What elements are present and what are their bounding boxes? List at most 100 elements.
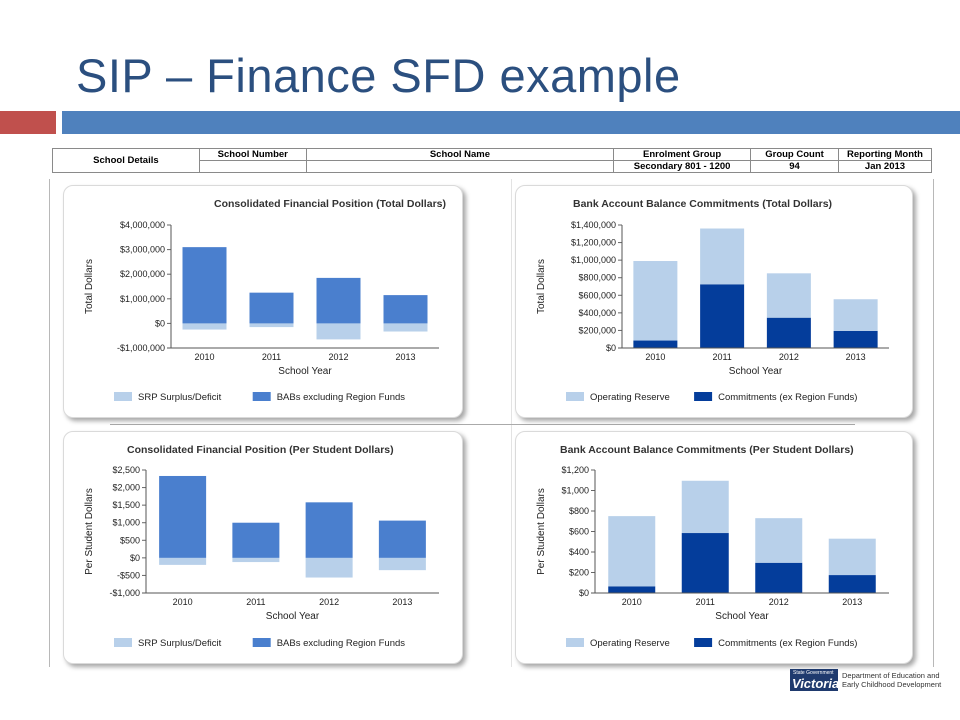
- legend-swatch-commitments-ex-region-funds: [694, 392, 713, 401]
- header-reporting-month: Reporting Month: [838, 148, 932, 161]
- header-school-name: School Name: [305, 148, 615, 161]
- panel-separator: [511, 179, 512, 667]
- y-axis-label: Per Student Dollars: [536, 488, 547, 575]
- bar-commitments-ex-region-funds-2011: [681, 533, 729, 593]
- bar-babs-excluding-region-funds-2012: [305, 502, 353, 558]
- y-axis-label: Total Dollars: [84, 259, 95, 314]
- chart-title: Consolidated Financial Position (Total D…: [214, 198, 446, 210]
- accent-bar-blue: [62, 111, 960, 134]
- chart-panel-per-student-position: Consolidated Financial Position (Per Stu…: [63, 431, 463, 664]
- value-enrolment-group: Secondary 801 - 1200: [613, 160, 752, 173]
- x-tick-label: 2012: [319, 597, 339, 607]
- bar-operating-reserve-2013: [828, 538, 876, 576]
- report-frame: [49, 179, 934, 667]
- legend-swatch-srp-surplus-deficit: [114, 638, 132, 647]
- bar-commitments-ex-region-funds-2011: [700, 284, 745, 348]
- chart-svg: Consolidated Financial Position (Per Stu…: [84, 444, 439, 649]
- details-header-row: School Details School Number School Name…: [52, 148, 932, 173]
- chart-svg: Bank Account Balance Commitments (Per St…: [536, 444, 889, 649]
- department-line-1: Department of Education and: [842, 671, 940, 680]
- bar-babs-excluding-region-funds-2013: [378, 520, 426, 558]
- logo-small-text: State Government: [793, 670, 834, 676]
- y-tick-label: $800,000: [578, 273, 616, 283]
- x-tick-label: 2010: [194, 352, 214, 362]
- legend-swatch-babs-excluding-region-funds: [252, 392, 271, 401]
- x-tick-label: 2013: [392, 597, 412, 607]
- header-enrolment-group: Enrolment Group: [613, 148, 752, 161]
- y-tick-label: $0: [606, 343, 616, 353]
- legend-label-srp-surplus-deficit: SRP Surplus/Deficit: [138, 392, 222, 403]
- bar-srp-surplus-deficit-2010: [182, 323, 227, 330]
- bar-commitments-ex-region-funds-2013: [833, 330, 878, 348]
- chart-title: Bank Account Balance Commitments (Per St…: [560, 444, 854, 456]
- y-tick-label: $1,200: [561, 465, 589, 475]
- y-tick-label: -$500: [117, 570, 140, 580]
- bar-commitments-ex-region-funds-2012: [766, 317, 811, 348]
- bar-srp-surplus-deficit-2012: [316, 323, 361, 340]
- legend-label-operating-reserve: Operating Reserve: [590, 392, 670, 403]
- y-tick-label: $1,500: [112, 500, 140, 510]
- bar-babs-excluding-region-funds-2011: [232, 522, 280, 558]
- value-school-number: [198, 160, 307, 173]
- y-tick-label: $600,000: [578, 290, 616, 300]
- chart-title: Bank Account Balance Commitments (Total …: [573, 198, 832, 210]
- bar-babs-excluding-region-funds-2010: [159, 475, 207, 558]
- bar-commitments-ex-region-funds-2012: [755, 562, 803, 593]
- y-tick-label: $400,000: [578, 308, 616, 318]
- y-tick-label: $2,000: [112, 483, 140, 493]
- legend-label-srp-surplus-deficit: SRP Surplus/Deficit: [138, 638, 222, 649]
- y-tick-label: $2,500: [112, 465, 140, 475]
- legend-swatch-babs-excluding-region-funds: [252, 638, 271, 647]
- x-tick-label: 2012: [779, 352, 799, 362]
- x-axis-label: School Year: [729, 366, 783, 377]
- bar-commitments-ex-region-funds-2013: [828, 575, 876, 593]
- details-value-row: Secondary 801 - 1200 94 Jan 2013: [53, 160, 932, 173]
- y-tick-label: $0: [130, 553, 140, 563]
- legend-label-operating-reserve: Operating Reserve: [590, 638, 670, 649]
- bar-babs-excluding-region-funds-2012: [316, 277, 361, 324]
- y-tick-label: $1,400,000: [571, 220, 616, 230]
- y-tick-label: $2,000,000: [120, 269, 165, 279]
- legend-label-babs-excluding-region-funds: BABs excluding Region Funds: [277, 392, 406, 403]
- bar-srp-surplus-deficit-2010: [159, 557, 207, 565]
- x-axis-label: School Year: [278, 366, 332, 377]
- x-tick-label: 2010: [622, 597, 642, 607]
- y-tick-label: $400: [569, 547, 589, 557]
- y-tick-label: $1,000,000: [120, 294, 165, 304]
- bar-srp-surplus-deficit-2011: [232, 557, 280, 563]
- y-tick-label: $200: [569, 568, 589, 578]
- x-tick-label: 2011: [696, 597, 715, 607]
- bar-srp-surplus-deficit-2012: [305, 557, 353, 578]
- y-tick-label: $600: [569, 527, 589, 537]
- y-tick-label: $1,000: [112, 518, 140, 528]
- legend-label-commitments-ex-region-funds: Commitments (ex Region Funds): [718, 392, 857, 403]
- x-tick-label: 2012: [769, 597, 789, 607]
- value-school-name: [305, 160, 615, 173]
- chart-panel-total-commitments: Bank Account Balance Commitments (Total …: [515, 185, 913, 418]
- bar-babs-excluding-region-funds-2011: [249, 292, 294, 324]
- x-tick-label: 2011: [246, 597, 265, 607]
- y-tick-label: $3,000,000: [120, 245, 165, 255]
- bar-babs-excluding-region-funds-2013: [383, 295, 428, 324]
- y-tick-label: $1,200,000: [571, 238, 616, 248]
- row-divider: [110, 424, 855, 425]
- logo-badge: State Government Victoria: [790, 669, 839, 691]
- header-school-number: School Number: [198, 148, 307, 161]
- bar-operating-reserve-2012: [766, 273, 811, 318]
- y-tick-label: $800: [569, 506, 589, 516]
- legend-swatch-operating-reserve: [566, 392, 584, 401]
- victoria-logo: State Government Victoria Department of …: [790, 669, 941, 693]
- y-tick-label: $1,000: [561, 486, 589, 496]
- bar-operating-reserve-2013: [833, 299, 878, 331]
- bar-operating-reserve-2010: [633, 261, 678, 341]
- department-name: Department of Education and Early Childh…: [842, 671, 941, 689]
- y-tick-label: -$1,000,000: [117, 343, 165, 353]
- legend-swatch-operating-reserve: [566, 638, 584, 647]
- x-tick-label: 2013: [395, 352, 415, 362]
- bar-commitments-ex-region-funds-2010: [633, 340, 678, 348]
- header-group-count: Group Count: [750, 148, 839, 161]
- x-axis-label: School Year: [266, 611, 320, 622]
- x-tick-label: 2011: [262, 352, 281, 362]
- bar-operating-reserve-2010: [608, 516, 656, 587]
- y-tick-label: $0: [579, 588, 589, 598]
